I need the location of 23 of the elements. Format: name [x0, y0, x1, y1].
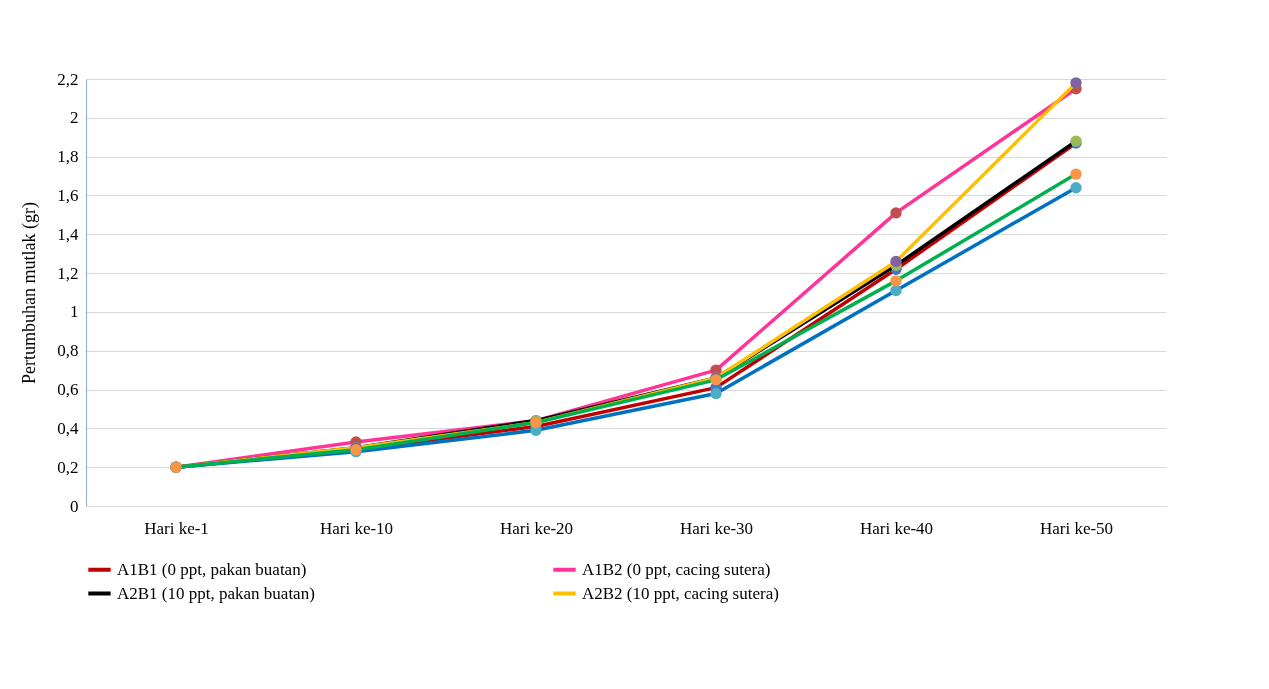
- x-tick-label: Hari ke-50: [1039, 518, 1114, 538]
- y-tick-label: 1: [70, 302, 79, 322]
- x-tick-label: Hari ke-1: [144, 518, 209, 538]
- x-tick-label: Hari ke-20: [499, 518, 574, 538]
- legend-label: A1B1 (0 ppt, pakan buatan): [117, 559, 307, 579]
- y-tick-label: 0,6: [57, 380, 79, 400]
- legend-label: A2B1 (10 ppt, pakan buatan): [117, 583, 315, 603]
- y-tick-label: 0,2: [57, 457, 79, 477]
- y-tick-label: 1,6: [57, 185, 79, 205]
- y-tick-label: 2,2: [57, 69, 79, 89]
- y-tick-label: 0: [70, 496, 79, 516]
- legend-label: A2B2 (10 ppt, cacing sutera): [582, 583, 779, 603]
- x-tick-label: Hari ke-30: [679, 518, 754, 538]
- legend-label: A1B2 (0 ppt, cacing sutera): [582, 559, 771, 579]
- y-tick-label: 1,4: [57, 224, 79, 244]
- y-tick-label: 2: [70, 108, 79, 128]
- x-tick-label: Hari ke-40: [859, 518, 934, 538]
- y-tick-label: 0,8: [57, 341, 79, 361]
- x-tick-label: Hari ke-10: [319, 518, 394, 538]
- y-tick-label: 1,2: [57, 263, 79, 283]
- y-tick-label: 1,8: [57, 147, 79, 167]
- y-tick-label: 0,4: [57, 418, 79, 438]
- y-axis-title: Pertumbuhan mutlak (gr): [19, 202, 41, 384]
